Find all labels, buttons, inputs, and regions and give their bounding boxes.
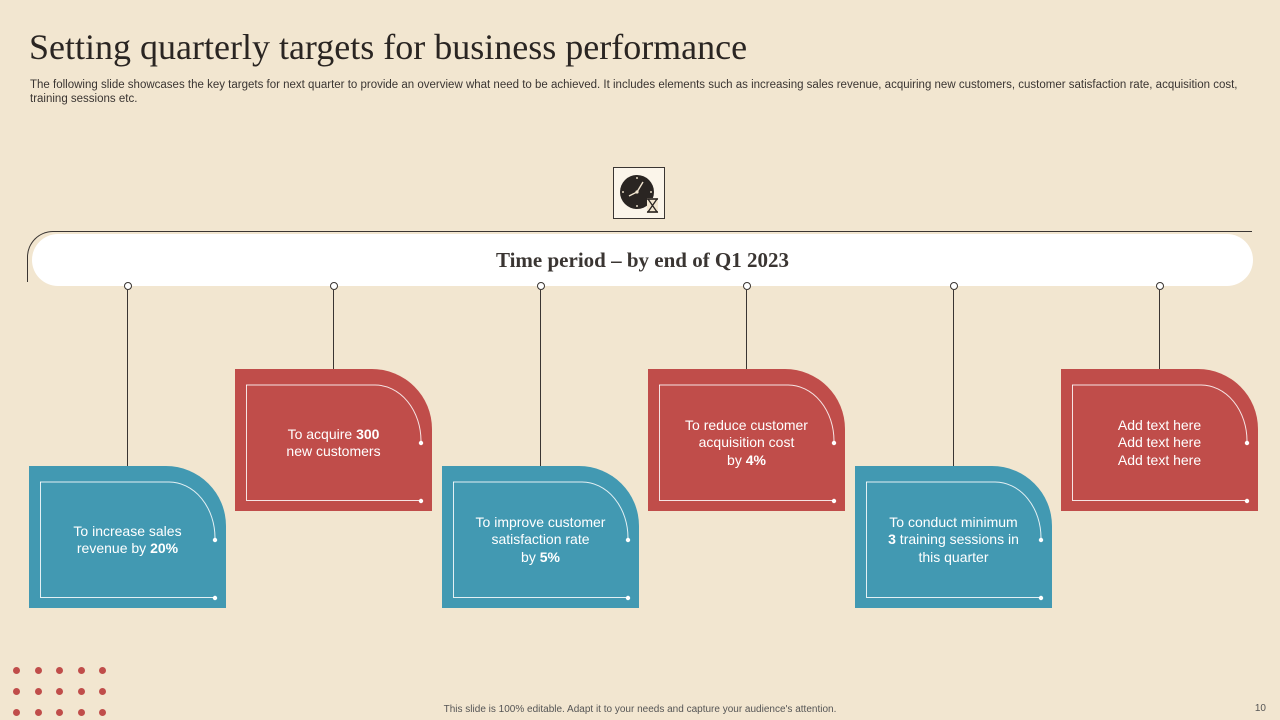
card-frame: [659, 385, 834, 501]
target-card: Add text here Add text here Add text here: [1061, 369, 1258, 511]
card-corner-arc: [659, 384, 837, 504]
timeline-dot: [949, 282, 958, 290]
target-text-line: Add text here: [1117, 451, 1202, 468]
decorative-dots: [13, 667, 107, 717]
target-text: To acquire 300 new customers: [249, 385, 418, 501]
card-frame: [246, 385, 421, 501]
target-text-line: new customers: [286, 443, 381, 459]
connector-line: [540, 290, 541, 466]
card-corner-arc: [40, 481, 218, 601]
connector-line: [746, 290, 747, 369]
target-card: To improve customer satisfaction rate by 5…: [442, 466, 639, 608]
page-number: 10: [1254, 703, 1266, 714]
timeline-dot: [1155, 282, 1164, 290]
target-text-line: satisfaction rate: [491, 531, 590, 548]
card-corner-arc: [1072, 384, 1250, 504]
slide-subtitle: The following slide showcases the key ta…: [30, 79, 1238, 105]
target-text: To reduce customer acquisition cost by 4%: [662, 385, 831, 501]
target-text-line: To reduce customer: [685, 416, 808, 433]
card-corner-arc: [453, 481, 631, 601]
slide-title: Setting quarterly targets for business p…: [29, 27, 748, 67]
target-text-line: this quarter: [918, 548, 989, 565]
target-text-line: by 5%: [521, 548, 560, 565]
target-text-line: acquisition cost: [698, 434, 795, 451]
target-text: To conduct minimum 3 training sessions in…: [869, 482, 1038, 598]
timeline-dot: [329, 282, 338, 290]
target-text-line: revenue by 20%: [76, 540, 179, 556]
target-card: To reduce customer acquisition cost by 4%: [648, 369, 845, 511]
target-card: To acquire 300 new customers: [235, 369, 432, 511]
timeline-dot: [536, 282, 545, 290]
connector-line: [1159, 290, 1160, 369]
card-corner-arc: [246, 384, 424, 504]
card-frame: [1072, 385, 1247, 501]
card-frame: [866, 482, 1041, 598]
card-frame: [453, 482, 628, 598]
target-card: To increase sales revenue by 20%: [29, 466, 226, 608]
target-text-line: 3 training sessions in: [888, 531, 1019, 548]
target-text-line: by 4%: [727, 451, 766, 468]
target-text-line: Add text here: [1117, 416, 1202, 433]
target-text-line: To conduct minimum: [889, 513, 1018, 530]
target-text: Add text here Add text here Add text here: [1075, 385, 1244, 501]
clock-hourglass-icon: [613, 167, 665, 219]
target-text: To improve customer satisfaction rate by 5…: [456, 482, 625, 598]
card-corner-arc: [866, 481, 1044, 601]
time-period-label: Time period – by end of Q1 2023: [495, 247, 790, 272]
target-card: To conduct minimum 3 training sessions in…: [855, 466, 1052, 608]
connector-line: [333, 290, 334, 369]
timeline-bar: Time period – by end of Q1 2023: [32, 234, 1253, 286]
target-text: To increase sales revenue by 20%: [43, 482, 212, 598]
timeline-bar-outline: [27, 231, 1252, 282]
footer-note: This slide is 100% editable. Adapt it to…: [443, 704, 837, 715]
timeline-dot: [742, 282, 751, 290]
target-text-line: To increase sales: [73, 522, 182, 539]
connector-line: [953, 290, 954, 466]
target-text-line: Add text here: [1117, 434, 1202, 451]
timeline-dot: [123, 282, 132, 290]
target-text-line: To acquire 300: [287, 425, 380, 442]
connector-line: [127, 290, 128, 466]
card-frame: [40, 482, 215, 598]
target-text-line: To improve customer: [475, 513, 606, 530]
